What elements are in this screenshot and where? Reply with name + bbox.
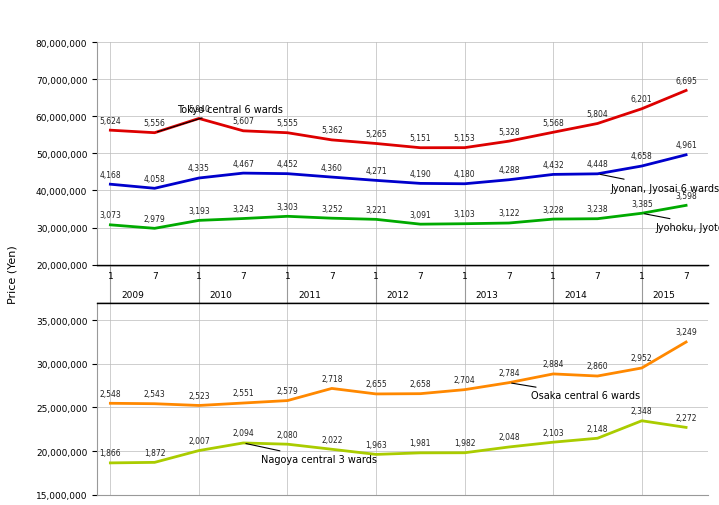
Text: 5,568: 5,568 xyxy=(542,119,564,127)
Text: 3,073: 3,073 xyxy=(99,211,122,220)
Text: 7: 7 xyxy=(595,271,600,280)
Text: 4,432: 4,432 xyxy=(542,161,564,170)
Text: 3,238: 3,238 xyxy=(587,205,608,214)
Text: 5,328: 5,328 xyxy=(498,127,520,136)
Text: 2,543: 2,543 xyxy=(144,389,165,398)
Text: 1,866: 1,866 xyxy=(99,448,122,458)
Text: 5,151: 5,151 xyxy=(410,134,431,143)
Text: 3,303: 3,303 xyxy=(277,203,298,211)
Text: 1: 1 xyxy=(550,271,556,280)
Text: 3,103: 3,103 xyxy=(454,210,475,219)
Text: Average asking price of a 70 sqm apartment in Tokyo, Osaka and Nagoya: Average asking price of a 70 sqm apartme… xyxy=(6,18,555,30)
Text: 4,190: 4,190 xyxy=(410,170,431,178)
Text: 4,288: 4,288 xyxy=(498,166,520,175)
Text: Jyohoku, Jyoto 11 wards: Jyohoku, Jyoto 11 wards xyxy=(644,214,719,232)
Text: 4,961: 4,961 xyxy=(675,141,697,150)
Text: Tokyo central 6 wards: Tokyo central 6 wards xyxy=(157,105,283,133)
Text: 4,448: 4,448 xyxy=(587,160,608,169)
Text: 3,243: 3,243 xyxy=(232,205,254,214)
Text: 3,252: 3,252 xyxy=(321,204,342,213)
Text: 3,221: 3,221 xyxy=(365,206,387,214)
Text: 1,963: 1,963 xyxy=(365,440,387,449)
Text: 4,658: 4,658 xyxy=(631,152,653,161)
Text: 6,695: 6,695 xyxy=(675,77,697,86)
Text: 4,180: 4,180 xyxy=(454,170,475,179)
Text: 2,048: 2,048 xyxy=(498,433,520,441)
Text: 3,122: 3,122 xyxy=(498,209,520,218)
Text: 2,103: 2,103 xyxy=(542,428,564,437)
Text: 5,556: 5,556 xyxy=(144,119,165,128)
Text: Price (Yen): Price (Yen) xyxy=(8,244,18,304)
Text: 4,271: 4,271 xyxy=(365,167,387,175)
Text: 2,884: 2,884 xyxy=(542,360,564,369)
Text: 3,091: 3,091 xyxy=(410,210,431,219)
Text: 2009: 2009 xyxy=(121,290,144,299)
Text: 3,249: 3,249 xyxy=(675,328,697,337)
Text: 2,272: 2,272 xyxy=(675,413,697,422)
Text: 7: 7 xyxy=(329,271,334,280)
Text: 5,362: 5,362 xyxy=(321,126,343,135)
Text: 4,452: 4,452 xyxy=(277,160,298,169)
Text: 2013: 2013 xyxy=(475,290,498,299)
Text: 2010: 2010 xyxy=(210,290,232,299)
Text: 1: 1 xyxy=(196,271,202,280)
Text: 1: 1 xyxy=(285,271,290,280)
Text: 2011: 2011 xyxy=(298,290,321,299)
Text: 2,784: 2,784 xyxy=(498,368,520,377)
Text: 1,981: 1,981 xyxy=(410,438,431,447)
Text: 2,551: 2,551 xyxy=(232,389,254,397)
Text: 7: 7 xyxy=(152,271,157,280)
Text: 2,007: 2,007 xyxy=(188,436,210,445)
Text: Jyonan, Jyosai 6 wards: Jyonan, Jyosai 6 wards xyxy=(600,175,719,193)
Text: 2,655: 2,655 xyxy=(365,380,387,389)
Text: 5,153: 5,153 xyxy=(454,134,475,143)
Text: 7: 7 xyxy=(683,271,689,280)
Text: 4,058: 4,058 xyxy=(144,174,165,183)
Text: 3,598: 3,598 xyxy=(675,191,697,200)
Text: 2,548: 2,548 xyxy=(99,389,122,398)
Text: 7: 7 xyxy=(506,271,512,280)
Text: 5,940: 5,940 xyxy=(188,105,210,114)
Text: 2,579: 2,579 xyxy=(277,386,298,395)
Text: 3,228: 3,228 xyxy=(542,205,564,214)
Text: 2,658: 2,658 xyxy=(410,379,431,388)
Text: 2012: 2012 xyxy=(387,290,410,299)
Text: 4,467: 4,467 xyxy=(232,159,254,168)
Text: 2,718: 2,718 xyxy=(321,374,342,383)
Text: 2,704: 2,704 xyxy=(454,375,475,384)
Text: 6,201: 6,201 xyxy=(631,95,653,104)
Text: 5,265: 5,265 xyxy=(365,130,387,139)
Text: 1: 1 xyxy=(462,271,467,280)
Text: 2,080: 2,080 xyxy=(277,430,298,439)
Text: 2,523: 2,523 xyxy=(188,391,210,400)
Text: 1: 1 xyxy=(639,271,645,280)
Text: 4,168: 4,168 xyxy=(99,170,122,179)
Text: 1: 1 xyxy=(373,271,379,280)
Text: Osaka central 6 wards: Osaka central 6 wards xyxy=(512,383,640,400)
Text: 3,193: 3,193 xyxy=(188,207,210,216)
Text: 5,624: 5,624 xyxy=(99,116,122,125)
Text: 1,982: 1,982 xyxy=(454,438,475,447)
Text: 7: 7 xyxy=(418,271,423,280)
Text: 4,335: 4,335 xyxy=(188,164,210,173)
Text: 2,979: 2,979 xyxy=(144,214,165,223)
Text: 2,148: 2,148 xyxy=(587,424,608,433)
Text: 2,348: 2,348 xyxy=(631,407,653,416)
Text: 2,022: 2,022 xyxy=(321,435,342,444)
Text: 7: 7 xyxy=(240,271,246,280)
Text: 4,360: 4,360 xyxy=(321,163,343,172)
Text: 1,872: 1,872 xyxy=(144,448,165,457)
Text: 1: 1 xyxy=(107,271,113,280)
Text: 2,860: 2,860 xyxy=(587,362,608,371)
Text: 5,555: 5,555 xyxy=(277,119,298,128)
Text: 2015: 2015 xyxy=(652,290,675,299)
Text: 2,952: 2,952 xyxy=(631,354,653,363)
Text: 5,607: 5,607 xyxy=(232,117,254,126)
Text: 5,804: 5,804 xyxy=(587,110,608,119)
Text: 2014: 2014 xyxy=(564,290,587,299)
Text: 2,094: 2,094 xyxy=(232,429,254,437)
Text: Nagoya central 3 wards: Nagoya central 3 wards xyxy=(246,444,377,464)
Text: 3,385: 3,385 xyxy=(631,199,653,208)
